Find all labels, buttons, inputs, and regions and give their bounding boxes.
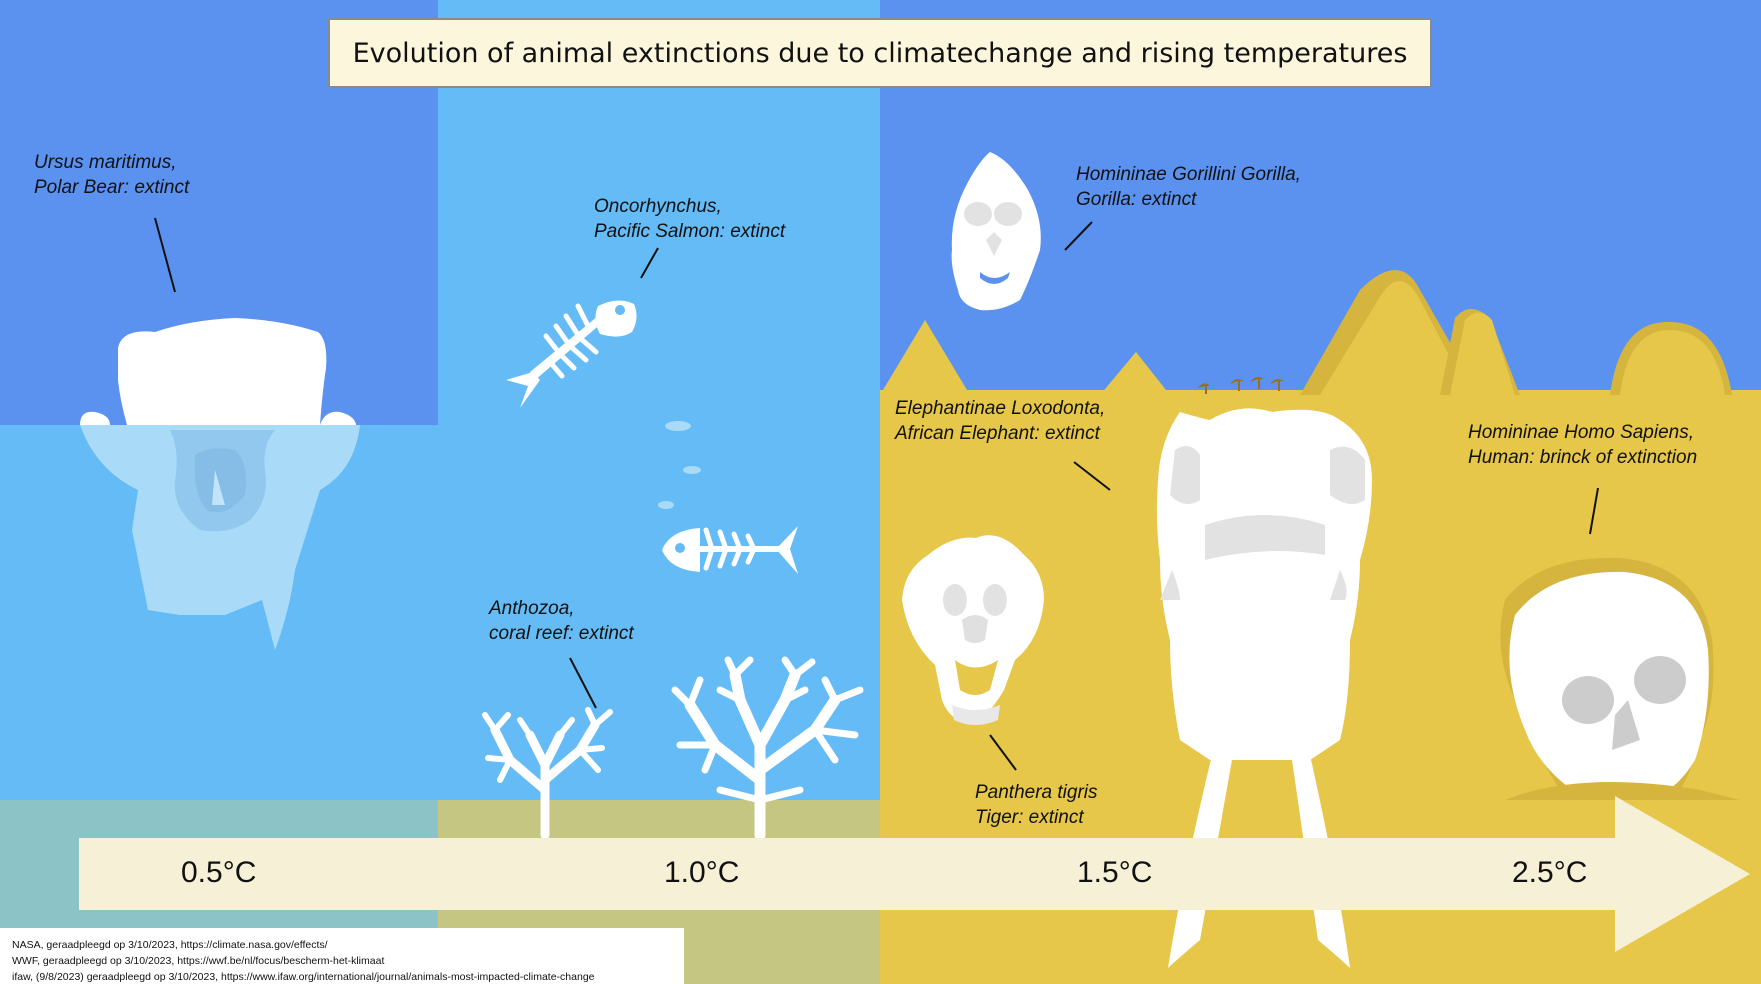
label-status: Tiger: extinct	[975, 807, 1084, 828]
label-african-elephant: Elephantinae Loxodonta, African Elephant…	[895, 396, 1105, 446]
label-scientific-name: Elephantinae Loxodonta,	[895, 398, 1106, 419]
source-citation: WWF, geraadpleegd op 3/10/2023, https://…	[12, 955, 385, 967]
label-status: African Elephant: extinct	[895, 423, 1100, 444]
ocean-water	[438, 0, 880, 800]
label-status: Pacific Salmon: extinct	[594, 221, 786, 242]
temperature-marker: 0.5°C	[181, 856, 257, 889]
label-polar-bear: Ursus maritimus, Polar Bear: extinct	[34, 150, 189, 200]
elephant-skull-icon	[1156, 408, 1372, 968]
fish-skeleton-icon	[662, 526, 798, 574]
label-scientific-name: Homininae Gorillini Gorilla,	[1076, 164, 1301, 185]
coral-icon	[482, 656, 864, 841]
polar-bear-skull-icon	[80, 318, 360, 650]
label-scientific-name: Ursus maritimus,	[34, 152, 177, 173]
label-scientific-name: Homininae Homo Sapiens,	[1468, 422, 1695, 443]
sources-box: NASA, geraadpleegd op 3/10/2023, https:/…	[0, 928, 684, 984]
gorilla-skull-icon	[951, 152, 1041, 311]
label-status: Human: brinck of extinction	[1468, 447, 1698, 468]
leader-lines	[154, 217, 1599, 771]
human-skull-icon	[1500, 557, 1740, 800]
label-status: Gorilla: extinct	[1076, 189, 1197, 210]
temperature-marker: 1.0°C	[664, 856, 740, 889]
fish-skeleton-icon	[506, 300, 637, 408]
label-scientific-name: Oncorhynchus,	[594, 196, 722, 217]
label-status: Polar Bear: extinct	[34, 177, 190, 198]
tiger-skull-icon	[902, 535, 1044, 725]
mountains	[880, 270, 1732, 395]
bubbles	[658, 421, 701, 509]
label-gorilla: Homininae Gorillini Gorilla, Gorilla: ex…	[1076, 162, 1301, 212]
source-citation: ifaw, (9/8/2023) geraadpleegd op 3/10/20…	[12, 971, 595, 983]
temperature-marker: 1.5°C	[1077, 856, 1153, 889]
horizon-trees	[1198, 377, 1284, 394]
label-status: coral reef: extinct	[489, 623, 634, 644]
label-human: Homininae Homo Sapiens, Human: brinck of…	[1468, 420, 1697, 470]
timeline-arrow	[79, 796, 1750, 952]
label-tiger: Panthera tigris Tiger: extinct	[975, 780, 1098, 830]
temperature-marker: 2.5°C	[1512, 856, 1588, 889]
label-pacific-salmon: Oncorhynchus, Pacific Salmon: extinct	[594, 194, 785, 244]
source-citation: NASA, geraadpleegd op 3/10/2023, https:/…	[12, 939, 328, 951]
label-scientific-name: Panthera tigris	[975, 782, 1098, 803]
label-scientific-name: Anthozoa,	[489, 598, 575, 619]
diagram-title: Evolution of animal extinctions due to c…	[328, 18, 1432, 88]
label-coral-reef: Anthozoa, coral reef: extinct	[489, 596, 634, 646]
